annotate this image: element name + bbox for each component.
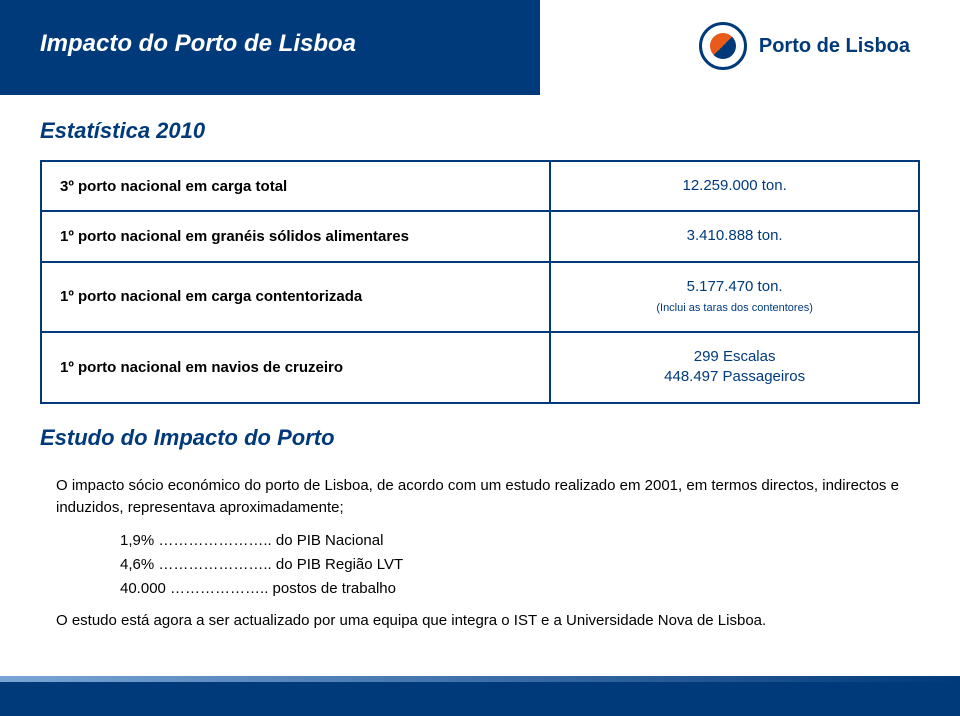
stat-value-main: 5.177.470 ton. (687, 278, 783, 295)
table-row: 1º porto nacional em navios de cruzeiro … (41, 332, 919, 403)
stats-heading: Estatística 2010 (40, 118, 205, 144)
logo-mark-icon (699, 22, 747, 70)
table-row: 1º porto nacional em granéis sólidos ali… (41, 211, 919, 261)
brand-logo: Porto de Lisboa (699, 22, 910, 70)
study-footer: O estudo está agora a ser actualizado po… (56, 610, 904, 632)
study-line: 1,9% ………………….. do PIB Nacional (120, 530, 403, 552)
stat-value: 299 Escalas 448.497 Passageiros (550, 332, 919, 403)
brand-name: Porto de Lisboa (759, 35, 910, 58)
stat-value-sub: (Inclui as taras dos contentores) (656, 302, 813, 314)
study-intro: O impacto sócio económico do porto de Li… (56, 475, 904, 519)
study-line: 4,6% ………………….. do PIB Região LVT (120, 554, 403, 576)
stats-table: 3º porto nacional em carga total 12.259.… (40, 160, 920, 404)
stat-label: 1º porto nacional em carga contentorizad… (41, 262, 550, 333)
study-line: 40.000 ……………….. postos de trabalho (120, 578, 403, 600)
stat-value: 3.410.888 ton. (550, 211, 919, 261)
footer-bar (0, 682, 960, 716)
stat-label: 1º porto nacional em granéis sólidos ali… (41, 211, 550, 261)
table-row: 3º porto nacional em carga total 12.259.… (41, 161, 919, 211)
stat-label: 3º porto nacional em carga total (41, 161, 550, 211)
page-title: Impacto do Porto de Lisboa (40, 30, 356, 58)
stat-value: 5.177.470 ton. (Inclui as taras dos cont… (550, 262, 919, 333)
stat-label: 1º porto nacional em navios de cruzeiro (41, 332, 550, 403)
table-row: 1º porto nacional em carga contentorizad… (41, 262, 919, 333)
stat-value: 12.259.000 ton. (550, 161, 919, 211)
study-heading: Estudo do Impacto do Porto (40, 425, 335, 451)
study-figures: 1,9% ………………….. do PIB Nacional 4,6% …………… (120, 530, 403, 601)
